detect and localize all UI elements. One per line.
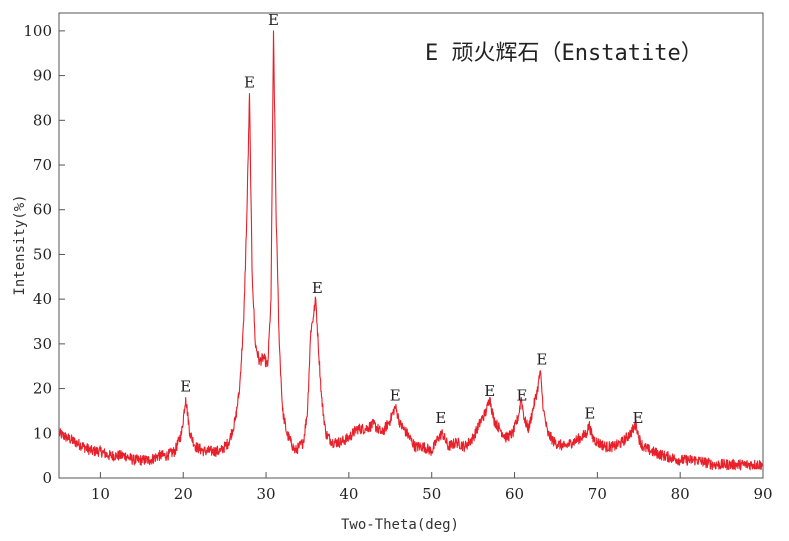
- x-tick-label: 40: [339, 485, 358, 503]
- peak-label: E: [517, 386, 528, 404]
- x-tick-label: 50: [422, 485, 441, 503]
- peak-label: E: [268, 11, 279, 29]
- peak-label: E: [632, 409, 643, 427]
- y-tick-label: 70: [33, 156, 52, 174]
- x-tick-label: 60: [505, 485, 524, 503]
- x-tick-label: 10: [91, 485, 110, 503]
- y-tick-label: 40: [33, 290, 52, 308]
- y-tick-label: 10: [33, 424, 52, 442]
- peak-label: E: [312, 279, 323, 297]
- peak-label: E: [435, 409, 446, 427]
- plot-frame: [58, 12, 764, 479]
- y-axis: 0 10 20 30 40 50 60 70 80 90 100: [23, 22, 65, 487]
- x-tick-label: 80: [671, 485, 690, 503]
- x-axis-label: Two-Theta(deg): [341, 517, 459, 533]
- x-axis: 10 20 30 40 50 60 70 80 90: [91, 472, 773, 503]
- y-tick-label: 60: [33, 201, 52, 219]
- peak-label: E: [180, 378, 191, 396]
- y-tick-label: 30: [33, 335, 52, 353]
- y-tick-label: 0: [42, 469, 52, 487]
- x-tick-label: 20: [174, 485, 193, 503]
- series-line: [58, 30, 764, 471]
- peak-label: E: [390, 386, 401, 404]
- x-tick-label: 90: [753, 485, 772, 503]
- y-tick-label: 20: [33, 380, 52, 398]
- peak-label: E: [536, 351, 547, 369]
- y-tick-label: 50: [33, 245, 52, 263]
- legend-text: E 顽火辉石（Enstatite）: [425, 41, 703, 66]
- y-tick-label: 90: [33, 67, 52, 85]
- x-tick-label: 70: [588, 485, 607, 503]
- peak-label: E: [584, 404, 595, 422]
- y-axis-label: Intensity(%): [12, 194, 28, 295]
- y-tick-label: 100: [23, 22, 52, 40]
- y-tick-label: 80: [33, 111, 52, 129]
- peak-label: E: [484, 382, 495, 400]
- peak-label: E: [244, 73, 255, 91]
- x-tick-label: 30: [257, 485, 276, 503]
